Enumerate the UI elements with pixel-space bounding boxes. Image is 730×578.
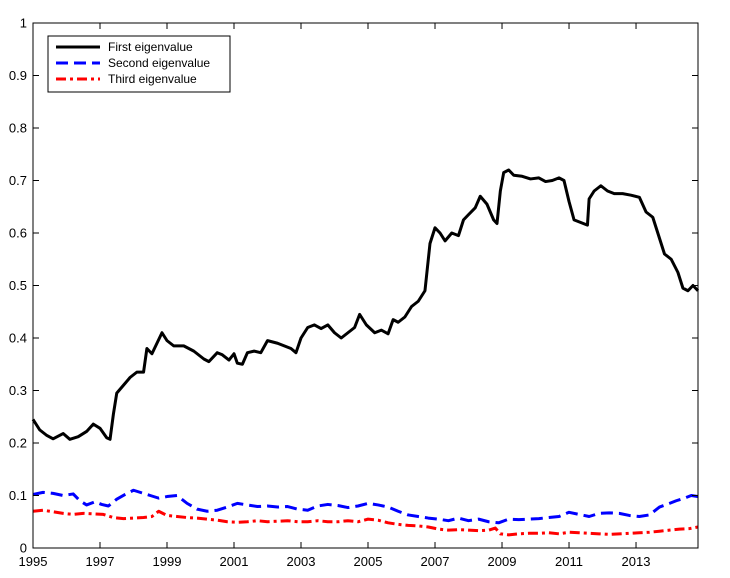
series-line-2 [32, 488, 699, 525]
series-layer [31, 168, 700, 537]
ticks-layer: 0 0.1 0.2 0.3 0.4 0.5 0.6 0.7 0.8 0.9 1 1995 1997 199… [9, 16, 698, 569]
x-tick-label: 1995 [19, 554, 48, 569]
x-tick-label: 2009 [488, 554, 517, 569]
y-tick-label: 0.6 [9, 226, 27, 241]
y-tick-label: 1 [20, 16, 27, 31]
y-tick-label: 0 [20, 541, 27, 556]
plot-frame [32, 22, 699, 549]
x-tick-label: 2001 [220, 554, 249, 569]
legend-label-third: Third eigenvalue [108, 72, 197, 86]
series-line-1 [31, 168, 700, 441]
series-line-3 [32, 508, 699, 537]
y-tick-label: 0.3 [9, 383, 27, 398]
y-tick-label: 0.1 [9, 488, 27, 503]
x-tick-label: 1997 [86, 554, 115, 569]
x-tick-label: 2011 [555, 554, 583, 569]
y-tick-label: 0.7 [9, 173, 27, 188]
y-tick-label: 0.9 [9, 68, 27, 83]
y-tick-label: 0.2 [9, 436, 27, 451]
x-tick-label: 1999 [153, 554, 182, 569]
x-tick-label: 2013 [622, 554, 651, 569]
y-tick-label: 0.8 [9, 121, 27, 136]
y-tick-label: 0.5 [9, 278, 27, 293]
x-tick-label: 2007 [421, 554, 450, 569]
x-tick-label: 2003 [287, 554, 316, 569]
legend: First eigenvalue Second eigenvalue Third… [47, 35, 231, 93]
legend-label-second: Second eigenvalue [108, 56, 210, 70]
y-tick-label: 0.4 [9, 331, 27, 346]
x-tick-label: 2005 [354, 554, 383, 569]
legend-label-first: First eigenvalue [108, 40, 193, 54]
